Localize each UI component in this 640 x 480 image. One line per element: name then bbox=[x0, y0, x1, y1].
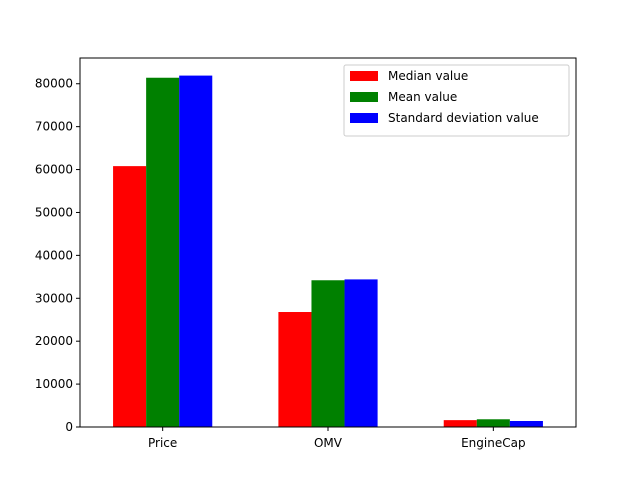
legend-label: Standard deviation value bbox=[388, 111, 539, 125]
y-tick-label: 50000 bbox=[35, 205, 73, 219]
y-tick-label: 0 bbox=[65, 420, 73, 434]
bar-price-series-1 bbox=[113, 166, 147, 427]
legend-label: Mean value bbox=[388, 90, 457, 104]
y-tick-label: 80000 bbox=[35, 77, 73, 91]
legend-swatch bbox=[350, 92, 378, 102]
bar-price-series-3 bbox=[179, 75, 213, 427]
x-axis: Price OMV EngineCap bbox=[148, 427, 526, 450]
legend: Median value Mean value Standard deviation… bbox=[343, 64, 570, 137]
bar-price-series-2 bbox=[146, 77, 180, 427]
legend-box bbox=[343, 64, 570, 137]
y-tick-label: 70000 bbox=[35, 120, 73, 134]
y-tick-label: 20000 bbox=[35, 334, 73, 348]
x-tick-label: Price bbox=[148, 436, 177, 450]
y-tick-label: 60000 bbox=[35, 163, 73, 177]
bar-omv-series-2 bbox=[311, 280, 345, 427]
x-tick-label: OMV bbox=[314, 436, 343, 450]
bars-layer bbox=[113, 75, 543, 427]
y-axis: 0 10000 20000 30000 40000 50000 60000 70000 8000… bbox=[35, 77, 80, 434]
y-tick-label: 30000 bbox=[35, 291, 73, 305]
legend-label: Median value bbox=[388, 69, 468, 83]
y-tick-label: 10000 bbox=[35, 377, 73, 391]
y-tick-label: 40000 bbox=[35, 248, 73, 262]
plot-frame bbox=[79, 57, 577, 428]
bar-enginecap-series-2 bbox=[476, 419, 510, 427]
x-tick-label: EngineCap bbox=[461, 436, 525, 450]
bar-omv-series-3 bbox=[344, 279, 378, 427]
legend-swatch bbox=[350, 71, 378, 81]
bar-enginecap-series-1 bbox=[443, 420, 477, 427]
bar-enginecap-series-3 bbox=[509, 420, 543, 427]
legend-swatch bbox=[350, 113, 378, 123]
bar-omv-series-1 bbox=[278, 312, 312, 427]
